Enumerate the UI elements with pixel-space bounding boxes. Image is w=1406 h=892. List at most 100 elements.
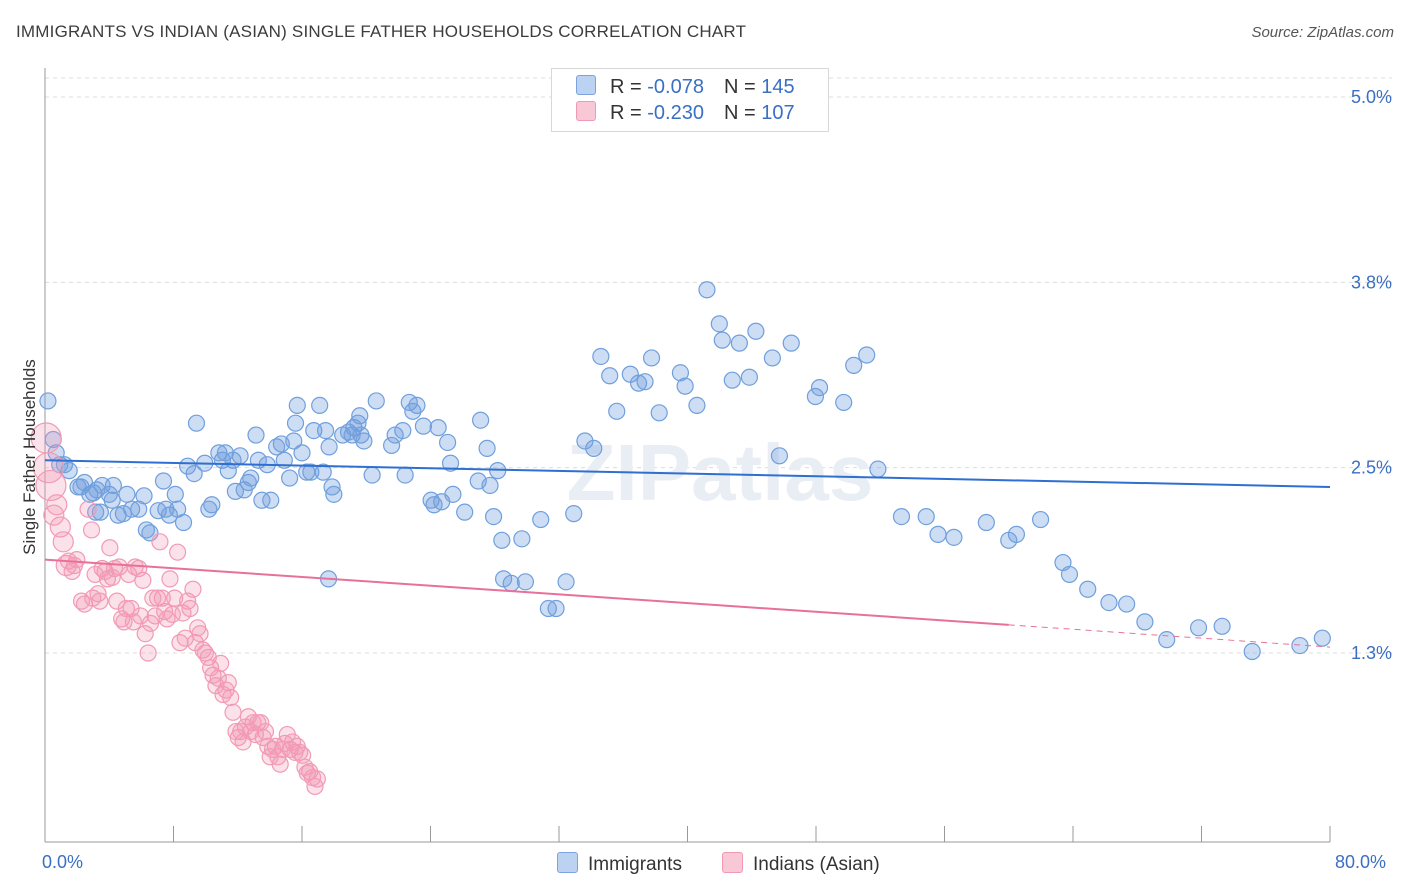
- immigrants-point: [239, 473, 257, 492]
- immigrants-point: [845, 356, 863, 374]
- immigrants-point: [565, 505, 583, 523]
- immigrants-point: [472, 411, 490, 429]
- immigrants-point: [363, 466, 381, 484]
- immigrants-legend-label: Immigrants: [588, 854, 682, 875]
- x-axis-max-label: 80.0%: [1335, 852, 1387, 872]
- immigrants-point: [456, 503, 474, 521]
- indians-point: [101, 539, 119, 557]
- indians-point: [72, 592, 91, 610]
- indians-point: [212, 654, 230, 672]
- indians-point: [115, 613, 133, 631]
- immigrants-point: [135, 487, 153, 505]
- indians-point: [166, 589, 184, 607]
- indians-point: [117, 599, 135, 618]
- indians-point: [136, 625, 154, 643]
- immigrants-point: [835, 393, 853, 412]
- immigrants-point: [281, 469, 299, 487]
- immigrants-point: [286, 414, 305, 432]
- y-tick-label: 3.8%: [1351, 272, 1392, 292]
- indians-point: [139, 644, 157, 662]
- indians-trend-extension: [1008, 624, 1331, 648]
- y-tick-label: 5.0%: [1351, 87, 1392, 107]
- indians-swatch: [576, 101, 596, 121]
- immigrants-point: [1007, 525, 1026, 543]
- immigrants-point: [396, 466, 414, 484]
- indians-point: [184, 580, 202, 598]
- immigrants-point: [408, 396, 426, 414]
- immigrants-point: [650, 404, 668, 422]
- indians-point: [219, 674, 237, 692]
- immigrants-point: [601, 367, 619, 385]
- immigrants-point: [513, 530, 531, 548]
- legend-n-label: N =: [723, 102, 762, 124]
- immigrants-point: [262, 491, 280, 509]
- y-tick-labels: 1.3% 2.5% 3.8% 5.0%: [1351, 87, 1392, 663]
- immigrants-point: [713, 331, 731, 349]
- indians-point: [35, 469, 67, 502]
- legend-row-indians: R = -0.230 N = 107: [576, 101, 795, 127]
- immigrants-point: [293, 444, 311, 462]
- immigrants-point: [355, 432, 373, 450]
- immigrants-point: [516, 573, 535, 591]
- indians-points: [30, 422, 326, 796]
- legend-n-value: 107: [761, 102, 795, 124]
- immigrants-point: [770, 447, 789, 465]
- indians-point: [144, 589, 162, 607]
- immigrants-trend-line: [44, 459, 1331, 488]
- immigrants-point: [782, 334, 800, 352]
- indians-point: [308, 770, 326, 788]
- indians-point: [291, 743, 309, 761]
- immigrants-point: [1189, 619, 1208, 637]
- immigrants-point: [39, 392, 57, 410]
- immigrants-point: [311, 396, 329, 414]
- indians-point: [153, 589, 171, 607]
- immigrants-point: [730, 334, 748, 352]
- immigrants-point: [671, 364, 690, 382]
- immigrants-point: [1060, 565, 1079, 584]
- axes: [44, 68, 1331, 843]
- immigrants-point: [316, 422, 335, 440]
- immigrants-point: [869, 460, 887, 478]
- immigrants-point: [242, 469, 260, 487]
- immigrants-point: [747, 322, 765, 340]
- immigrants-point: [1079, 580, 1097, 598]
- legend-n-value: 145: [761, 76, 795, 98]
- immigrants-point: [219, 462, 237, 480]
- indians-point: [124, 613, 143, 631]
- immigrants-swatch: [557, 852, 578, 873]
- indians-point: [256, 722, 275, 741]
- indians-point: [82, 521, 101, 539]
- immigrants-point: [1100, 593, 1118, 612]
- y-tick-label: 2.5%: [1351, 458, 1392, 478]
- immigrants-point: [1158, 631, 1176, 649]
- immigrants-point: [231, 447, 249, 465]
- indians-point: [79, 500, 97, 518]
- indians-point: [91, 592, 109, 610]
- chart-title: IMMIGRANTS VS INDIAN (ASIAN) SINGLE FATH…: [16, 22, 747, 41]
- immigrants-point: [226, 482, 244, 500]
- immigrants-point: [698, 281, 716, 299]
- legend-r-label: R =: [610, 102, 648, 124]
- immigrants-point: [203, 496, 221, 514]
- grid-lines: [45, 77, 1392, 654]
- immigrants-point: [351, 407, 369, 425]
- indians-point: [252, 714, 270, 732]
- immigrants-point: [438, 433, 457, 452]
- source-label: Source: ZipAtlas.com: [1251, 24, 1394, 41]
- immigrants-point: [394, 422, 412, 440]
- indians-point: [134, 571, 152, 589]
- immigrants-point: [166, 485, 184, 503]
- indians-point: [181, 599, 199, 618]
- indians-point: [191, 625, 209, 643]
- indians-point: [148, 589, 167, 607]
- immigrants-point: [688, 396, 706, 414]
- immigrants-point: [642, 349, 661, 367]
- immigrants-point: [977, 513, 995, 532]
- immigrants-point: [185, 464, 203, 483]
- indians-point: [68, 550, 86, 569]
- legend-n-label: N =: [723, 76, 762, 98]
- immigrants-point: [547, 599, 565, 618]
- bottom-legend-immigrants: Immigrants: [557, 852, 682, 876]
- immigrants-point: [288, 396, 306, 414]
- immigrants-point: [320, 438, 338, 456]
